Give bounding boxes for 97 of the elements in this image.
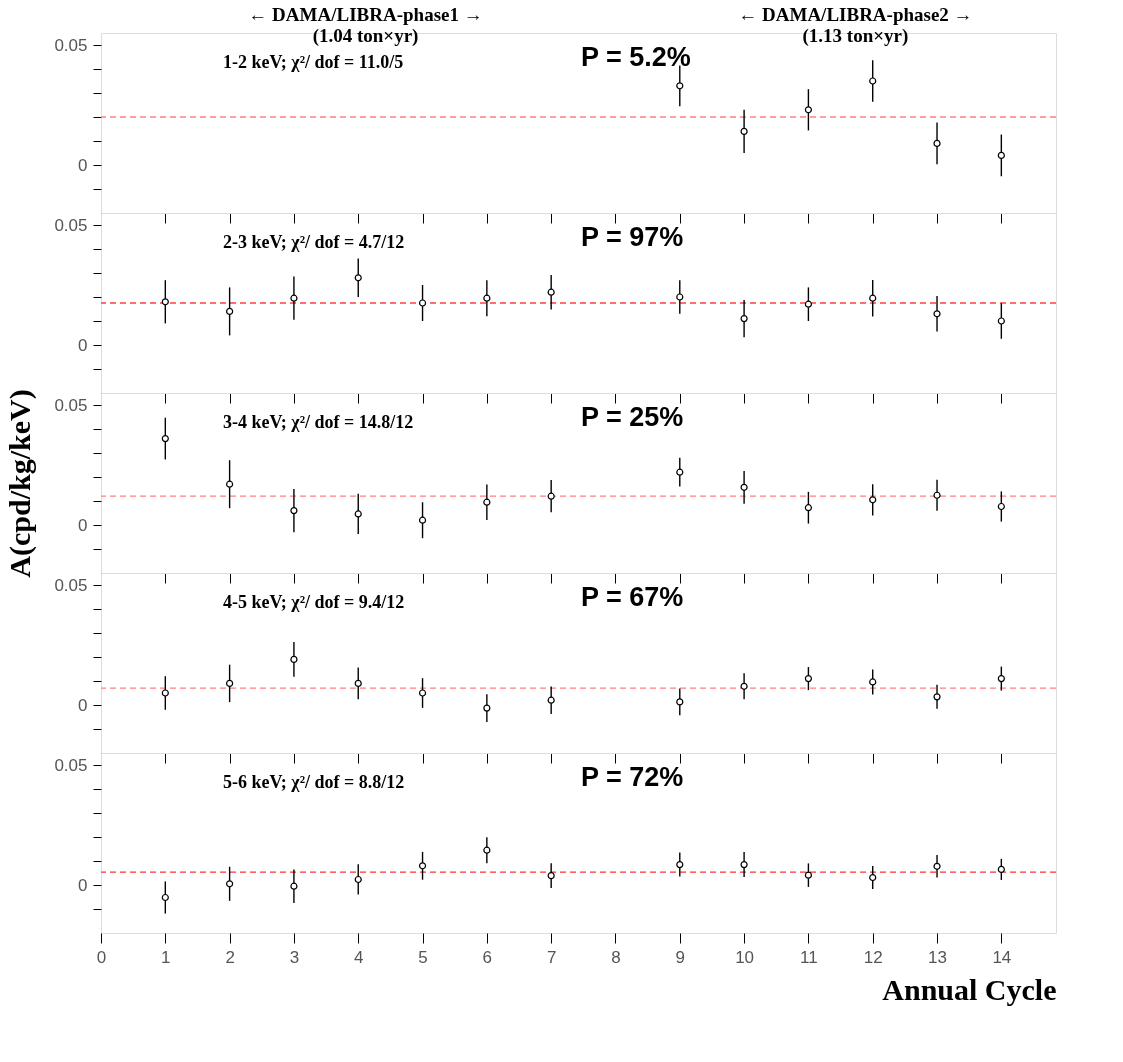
annotation: P = 5.2% <box>581 42 691 72</box>
x-tick-label: 7 <box>546 947 557 967</box>
y-tick-label: 0.05 <box>54 215 88 235</box>
point <box>997 151 1005 159</box>
point <box>869 873 877 882</box>
point <box>676 861 684 869</box>
point <box>933 310 941 318</box>
point <box>226 880 234 888</box>
point <box>869 496 877 504</box>
point <box>483 704 491 712</box>
point <box>869 678 877 686</box>
point <box>226 307 234 315</box>
y-tick-label: 0 <box>78 695 88 715</box>
annotation: P = 72% <box>581 762 684 792</box>
point <box>804 300 813 308</box>
annotation: 5-6 keV; χ²/ dof = 8.8/12 <box>223 772 405 792</box>
point <box>740 483 748 491</box>
point <box>418 689 427 697</box>
point <box>547 872 555 880</box>
x-tick-label: 14 <box>992 947 1012 967</box>
x-tick-label: 6 <box>482 947 493 967</box>
annotation: P = 97% <box>581 222 684 252</box>
x-axis-title: Annual Cycle <box>882 972 1057 1006</box>
y-axis-title: A(cpd/kg/keV) <box>3 389 38 578</box>
point <box>483 498 491 506</box>
point <box>161 893 169 902</box>
x-tick-label: 3 <box>289 947 300 967</box>
point <box>354 274 362 282</box>
point <box>869 77 877 85</box>
x-tick-label: 13 <box>928 947 947 967</box>
point <box>740 127 748 135</box>
annotation: 3-4 keV; χ²/ dof = 14.8/12 <box>223 412 414 432</box>
annotation: ← DAMA/LIBRA-phase1 → (1.04 ton×yr) <box>248 4 483 47</box>
annotation: 2-3 keV; χ²/ dof = 4.7/12 <box>223 232 405 252</box>
point <box>483 294 491 302</box>
y-tick-label: 0 <box>78 875 88 895</box>
point <box>676 698 684 706</box>
y-tick-label: 0.05 <box>54 755 88 775</box>
x-tick-label: 0 <box>96 947 107 967</box>
annotation: 1-2 keV; χ²/ dof = 11.0/5 <box>223 52 404 72</box>
annotation: P = 67% <box>581 582 684 612</box>
point <box>740 861 748 869</box>
y-tick-label: 0.05 <box>54 395 88 415</box>
point <box>418 862 427 870</box>
point <box>676 293 684 301</box>
point <box>161 435 169 443</box>
x-tick-label: 5 <box>418 947 428 967</box>
x-tick-label: 8 <box>611 947 621 967</box>
x-tick-label: 1 <box>161 947 171 967</box>
y-tick-label: 0.05 <box>54 35 88 55</box>
point <box>418 516 427 524</box>
point <box>804 504 813 512</box>
point <box>676 468 684 476</box>
point <box>933 862 941 870</box>
point <box>547 696 555 704</box>
x-tick-label: 12 <box>863 947 883 967</box>
point <box>483 846 491 854</box>
point <box>997 865 1005 873</box>
point <box>354 510 362 518</box>
y-tick-label: 0 <box>78 515 88 535</box>
x-tick-label: 10 <box>735 947 755 967</box>
point <box>290 655 298 663</box>
point <box>226 480 234 488</box>
x-tick-label: 4 <box>354 947 364 967</box>
point <box>161 298 169 306</box>
y-tick-label: 0.05 <box>54 575 88 595</box>
point <box>933 491 941 499</box>
x-tick-label: 9 <box>675 947 686 967</box>
point <box>290 882 298 890</box>
point <box>547 288 555 296</box>
point <box>676 82 684 90</box>
point <box>804 871 813 879</box>
annotation: ← DAMA/LIBRA-phase2 → (1.13 ton×yr) <box>738 4 973 47</box>
y-tick-label: 0 <box>78 335 88 355</box>
point <box>354 679 362 687</box>
point <box>933 139 941 147</box>
point <box>997 675 1005 683</box>
annotation: 4-5 keV; χ²/ dof = 9.4/12 <box>223 592 405 612</box>
point <box>997 317 1005 325</box>
point <box>354 875 362 884</box>
point <box>804 675 813 683</box>
point <box>547 492 555 500</box>
point <box>161 689 169 697</box>
y-tick-label: 0 <box>78 155 88 175</box>
point <box>418 299 427 307</box>
x-tick-label: 11 <box>800 947 818 967</box>
point <box>740 315 748 323</box>
annotation: P = 25% <box>581 402 684 432</box>
point <box>290 507 298 515</box>
point <box>290 294 298 302</box>
x-tick-label: 2 <box>225 947 235 967</box>
point <box>740 682 748 690</box>
point <box>226 679 234 687</box>
point <box>997 502 1005 511</box>
point <box>869 294 877 302</box>
point <box>804 106 813 114</box>
point <box>933 693 941 701</box>
